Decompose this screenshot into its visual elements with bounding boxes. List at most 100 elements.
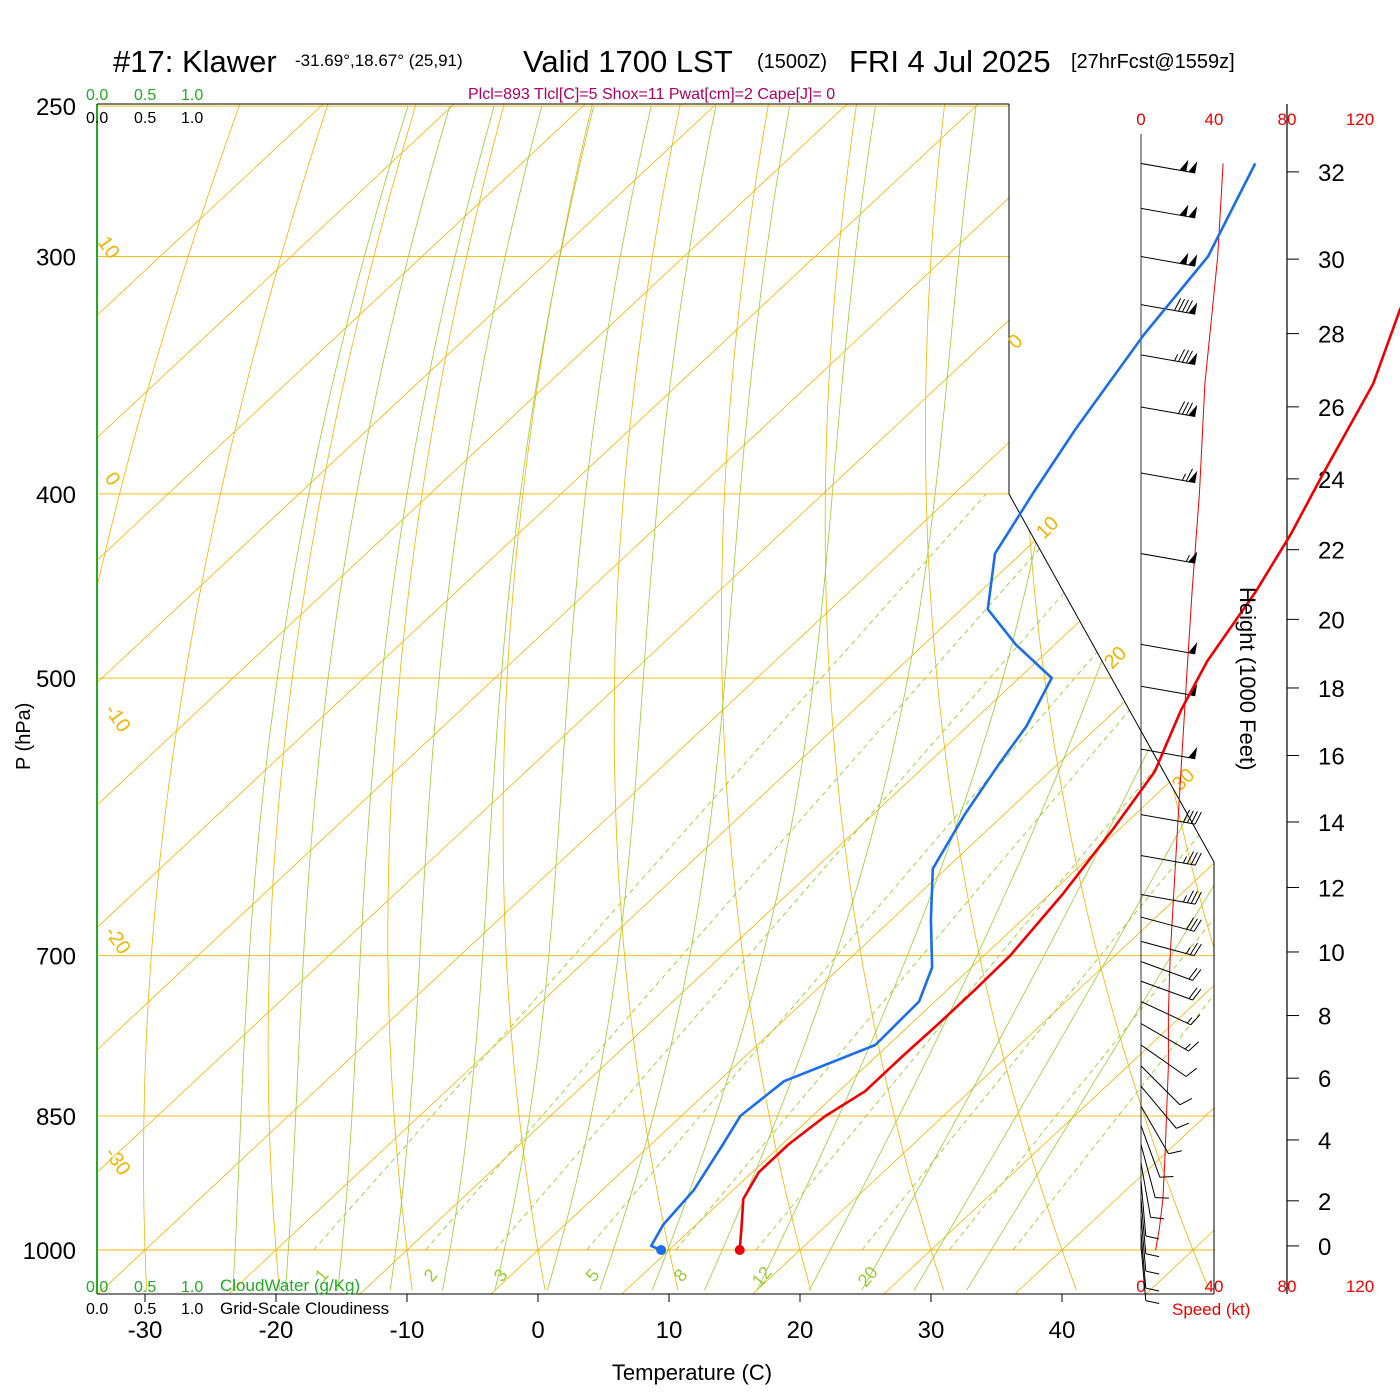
wind-barb-half-feather <box>1182 856 1187 864</box>
isotherms <box>97 104 1214 1294</box>
stability-indices: Plcl=893 Tlcl[C]=5 Shox=11 Pwat[cm]=2 Ca… <box>468 86 835 103</box>
height-tick-label: 8 <box>1318 1004 1331 1031</box>
wind-barb-feather <box>1188 967 1198 980</box>
cloudwater-tick-top: 0.0 <box>86 87 108 104</box>
speed-tick-label-bottom: 120 <box>1346 1277 1374 1296</box>
wind-barb-flag <box>1179 204 1189 217</box>
wind-barb-feather <box>1159 1176 1174 1178</box>
wind-barb-staff <box>1140 940 1195 957</box>
wind-barb-feather <box>1145 1253 1160 1258</box>
isotherm-line <box>97 104 324 1294</box>
x-axis-title: Temperature (C) <box>612 1360 772 1385</box>
wind-barb-feather <box>1185 350 1193 364</box>
wind-barb-staff <box>1140 748 1196 760</box>
wind-barb-feather <box>1188 987 1198 999</box>
forecast-label: [27hrFcst@1559z] <box>1071 51 1235 73</box>
temp-tick-label: 0 <box>531 1317 544 1344</box>
height-tick-label: 18 <box>1318 676 1345 703</box>
speed-tick-label-top: 40 <box>1205 110 1224 129</box>
wind-barb-staff <box>1140 814 1196 825</box>
temp-tick-label: 40 <box>1049 1317 1076 1344</box>
wind-barb-flag <box>1188 161 1198 174</box>
moist-adiabat-line <box>337 105 495 1291</box>
dry-adiabat-line <box>824 104 945 1291</box>
speed-axis-title: Speed (kt) <box>1172 1300 1250 1319</box>
dry-adiabat-line <box>267 104 426 1291</box>
wind-barb-feather <box>1190 1014 1201 1026</box>
wind-barb-staff <box>1140 1245 1147 1301</box>
wind-barb-feather <box>1177 298 1186 312</box>
dry-adiabats <box>97 104 1214 1291</box>
wind-barb-half-feather <box>1185 947 1191 954</box>
dry-adiabat-line <box>97 104 252 1291</box>
wind-barb-feather <box>1189 918 1198 931</box>
wind-barb-feather <box>1190 852 1198 865</box>
wind-barb-feather <box>1194 891 1202 905</box>
wind-barb-feather <box>1145 1300 1160 1304</box>
height-tick-label: 22 <box>1318 538 1345 565</box>
wind-barb-feather <box>1168 1150 1182 1155</box>
dry-adiabat-line <box>721 104 812 1291</box>
y-axis-title: P (hPa) <box>13 703 35 770</box>
temperature-line <box>738 306 1400 1251</box>
wind-barb-staff <box>1140 1162 1152 1218</box>
wind-barb-flag <box>1188 404 1198 417</box>
wind-barb-feather <box>1186 890 1194 903</box>
wind-barb-feather <box>1150 1216 1165 1220</box>
temp-tick-label: -10 <box>390 1317 425 1344</box>
cloudiness-tick-top: 0.0 <box>86 110 108 127</box>
wind-barb-feather <box>1181 349 1190 363</box>
height-tick-label: 16 <box>1318 743 1345 770</box>
height-tick-label: 4 <box>1318 1128 1331 1155</box>
wind-barb-half-feather <box>1186 1017 1193 1024</box>
dry-adiabat-line <box>925 104 1077 1291</box>
temp-tick-label: 30 <box>918 1317 945 1344</box>
temp-tick-label: 10 <box>656 1317 683 1344</box>
wind-barb-staff <box>1140 1001 1192 1026</box>
wind-barb-staff <box>1140 304 1196 315</box>
height-tick-label: 24 <box>1318 467 1345 494</box>
speed-tick-label-top: 120 <box>1346 110 1374 129</box>
height-axis-title: Height (1000 Feet) <box>1235 587 1260 770</box>
cloudiness-tick-top: 0.5 <box>134 110 156 127</box>
cloudwater-tick-bottom: 0.5 <box>134 1279 156 1296</box>
wind-barb-staff <box>1140 1216 1147 1272</box>
wind-barb-feather <box>1145 1287 1160 1292</box>
right-boundary <box>1008 104 1215 1294</box>
wind-barb-flag <box>1188 746 1198 759</box>
wind-barb-staff <box>1140 643 1196 655</box>
wind-barb-feather <box>1193 919 1202 932</box>
wind-barb-feather <box>1145 1235 1160 1240</box>
wind-barb-staff <box>1140 406 1196 418</box>
height-tick-label: 26 <box>1318 395 1345 422</box>
isotherm-line <box>883 104 1214 1294</box>
mixing-ratio-line <box>1012 493 1214 1251</box>
wind-barb-staff <box>1140 472 1196 484</box>
pressure-tick-label: 400 <box>36 482 76 509</box>
wind-barb-feather <box>1181 401 1190 415</box>
wind-barb-staff <box>1140 1065 1181 1106</box>
wind-barb-staff <box>1140 1144 1156 1198</box>
wind-barb-half-feather <box>1174 354 1179 362</box>
isotherm-line <box>97 104 717 1294</box>
pressure-tick-label: 250 <box>36 94 76 121</box>
wind-barb-flag <box>1188 206 1198 218</box>
wind-barb-staff <box>1140 162 1196 174</box>
wind-barb-flag <box>1188 470 1198 483</box>
wind-barb-feather <box>1186 810 1194 824</box>
utc-time: (1500Z) <box>757 51 827 73</box>
cloudwater-title: CloudWater (g/Kg) <box>220 1276 360 1295</box>
height-tick-label: 12 <box>1318 875 1345 902</box>
wind-barb-feather <box>1185 917 1195 930</box>
wind-speed-profile <box>1155 163 1224 1251</box>
dry-adiabat-line <box>613 104 688 1291</box>
cloudwater-tick-top: 0.5 <box>134 87 156 104</box>
wind-barb-feather <box>1190 891 1198 904</box>
cloudwater-tick-bottom: 0.0 <box>86 1279 108 1296</box>
moist-adiabat-line <box>546 106 717 1291</box>
moist-adiabat-line <box>232 105 409 1291</box>
wind-barb-flag <box>1179 252 1189 265</box>
wind-barb-feather <box>1192 969 1202 981</box>
